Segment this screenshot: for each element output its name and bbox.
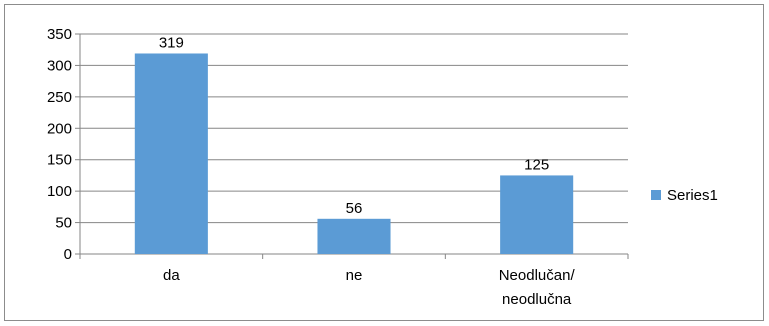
bar-1 (134, 53, 208, 254)
legend-label-series1: Series1 (667, 187, 718, 204)
legend-swatch-series1 (651, 190, 661, 200)
chart-area (4, 4, 764, 321)
x-tick-label-3-line-1: Neodlučan/ (499, 267, 576, 284)
bar-2 (317, 218, 391, 254)
data-label-2: 56 (346, 200, 363, 217)
category-labels: da ne Neodlučan/neodlučna (163, 267, 575, 308)
y-tick-label: 150 (47, 152, 72, 169)
data-labels: 319 56 125 (159, 34, 549, 216)
data-label-3: 125 (524, 156, 549, 173)
y-tick-label: 300 (47, 57, 72, 74)
y-tick-label: 0 (64, 246, 72, 263)
data-label-1: 319 (159, 34, 184, 51)
x-tick-label-2-line-1: ne (346, 267, 363, 284)
y-tick-label: 100 (47, 183, 72, 200)
bar-3 (500, 175, 574, 254)
x-tick-label-1-line-1: da (163, 267, 180, 284)
bars (134, 53, 574, 254)
legend: Series1 (651, 187, 718, 204)
y-tick-label: 350 (47, 26, 72, 43)
x-tick-label-3-line-2: neodlučna (502, 291, 572, 308)
y-axis-tick-labels: 0 50 100 150 200 250 300 350 (47, 26, 72, 263)
y-tick-label: 200 (47, 120, 72, 137)
y-tick-label: 50 (55, 215, 72, 232)
y-tick-label: 250 (47, 89, 72, 106)
